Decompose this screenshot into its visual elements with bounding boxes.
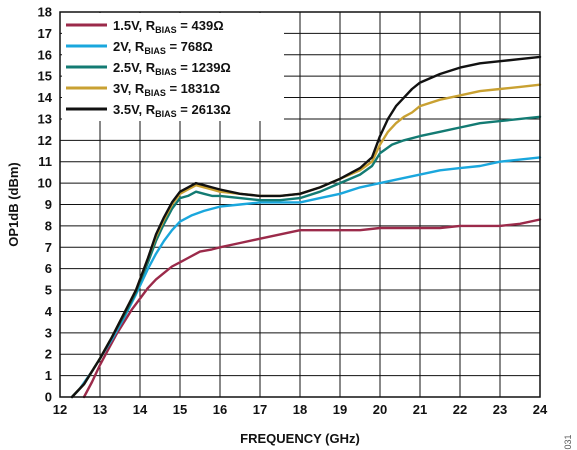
y-tick-label: 4 bbox=[45, 304, 53, 319]
y-tick-label: 17 bbox=[38, 26, 52, 41]
x-tick-label: 18 bbox=[293, 402, 307, 417]
x-tick-label: 21 bbox=[413, 402, 427, 417]
legend-label-3: 2.5V, RBIAS = 1239Ω bbox=[113, 60, 231, 77]
series-line-4 bbox=[70, 83, 542, 399]
y-tick-label: 5 bbox=[45, 283, 52, 298]
legend-label-2: 2V, RBIAS = 768Ω bbox=[113, 39, 213, 56]
y-tick-label: 0 bbox=[45, 390, 52, 405]
y-tick-label: 9 bbox=[45, 197, 52, 212]
y-tick-label: 15 bbox=[38, 69, 52, 84]
x-tick-label: 12 bbox=[53, 402, 67, 417]
y-tick-label: 2 bbox=[45, 347, 52, 362]
legend-label-5: 3.5V, RBIAS = 2613Ω bbox=[113, 102, 231, 119]
y-tick-label: 14 bbox=[38, 90, 53, 105]
figure-number: 031 bbox=[563, 434, 573, 449]
series-line-3 bbox=[70, 115, 542, 399]
y-tick-label: 12 bbox=[38, 133, 52, 148]
x-tick-label: 14 bbox=[133, 402, 148, 417]
y-tick-label: 3 bbox=[45, 325, 52, 340]
x-tick-label: 24 bbox=[533, 402, 548, 417]
y-tick-label: 16 bbox=[38, 47, 52, 62]
x-tick-label: 13 bbox=[93, 402, 107, 417]
tick-labels: 12 13 14 15 16 17 18 19 20 21 22 23 2401234567891011… bbox=[38, 5, 548, 418]
y-tick-label: 10 bbox=[38, 176, 52, 191]
y-tick-label: 8 bbox=[45, 218, 52, 233]
x-tick-label: 17 bbox=[253, 402, 267, 417]
x-tick-label: 16 bbox=[213, 402, 227, 417]
x-tick-label: 19 bbox=[333, 402, 347, 417]
x-tick-label: 20 bbox=[373, 402, 387, 417]
y-tick-label: 6 bbox=[45, 261, 52, 276]
plot-border bbox=[59, 11, 541, 398]
y-tick-label: 13 bbox=[38, 111, 52, 126]
x-tick-label: 15 bbox=[173, 402, 187, 417]
legend-label-4: 3V, RBIAS = 1831Ω bbox=[113, 81, 220, 98]
x-tick-label: 22 bbox=[453, 402, 467, 417]
y-tick-label: 7 bbox=[45, 240, 52, 255]
series-line-1 bbox=[82, 218, 542, 399]
y-tick-label: 11 bbox=[38, 154, 52, 169]
legend: 1.5V, RBIAS = 439Ω 2V, RBIAS = 768Ω 2.5V, … bbox=[62, 13, 284, 121]
x-tick-label: 23 bbox=[493, 402, 507, 417]
y-tick-label: 18 bbox=[38, 5, 52, 20]
legend-label-1: 1.5V, RBIAS = 439Ω bbox=[113, 18, 224, 35]
y-axis-title: OP1dB (dBm) bbox=[6, 162, 21, 247]
plot-frame bbox=[59, 11, 541, 398]
x-axis-title: FREQUENCY (GHz) bbox=[240, 431, 360, 446]
series-lines bbox=[70, 55, 542, 399]
series-line-5 bbox=[70, 55, 542, 399]
y-tick-label: 1 bbox=[45, 368, 52, 383]
